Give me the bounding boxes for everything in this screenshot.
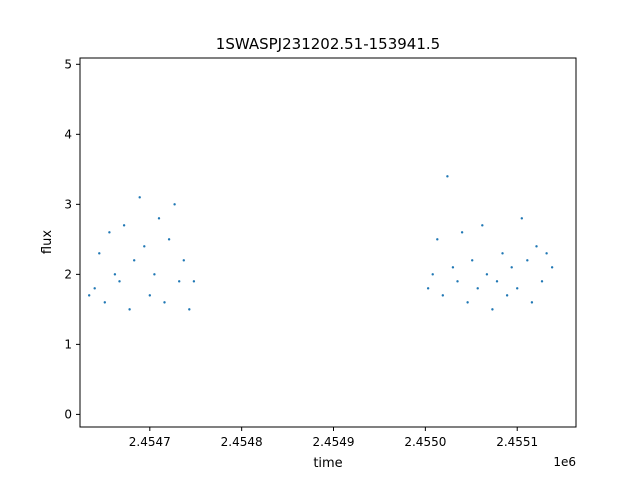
- x-axis-label: time: [313, 456, 342, 471]
- scatter-points: [87, 175, 554, 311]
- data-point: [192, 280, 196, 283]
- data-point: [426, 287, 430, 290]
- chart-title: 1SWASPJ231202.51-153941.5: [216, 35, 440, 53]
- y-tick-label: 5: [64, 57, 72, 71]
- data-point: [485, 273, 489, 276]
- data-point: [446, 175, 449, 178]
- data-point: [530, 301, 534, 304]
- data-point: [550, 266, 554, 269]
- data-point: [118, 280, 121, 283]
- data-point: [501, 252, 504, 255]
- data-point: [167, 238, 171, 241]
- data-point: [436, 238, 439, 241]
- data-point: [122, 224, 126, 227]
- x-tick-label: 2.4549: [313, 435, 355, 449]
- data-point: [540, 280, 544, 283]
- data-point: [495, 280, 499, 283]
- data-point: [87, 294, 91, 297]
- data-point: [456, 280, 459, 283]
- data-point: [178, 280, 181, 283]
- data-point: [182, 259, 185, 262]
- data-point: [153, 273, 156, 276]
- data-point: [535, 245, 538, 248]
- data-point: [163, 301, 166, 304]
- data-point: [103, 301, 107, 304]
- data-point: [460, 231, 464, 234]
- data-point: [173, 203, 176, 206]
- data-point: [451, 266, 455, 269]
- data-point: [98, 252, 101, 255]
- y-tick-label: 4: [64, 127, 72, 141]
- y-axis-ticks: 0 1 2 3 4 5: [64, 57, 80, 421]
- y-tick-label: 2: [64, 267, 72, 281]
- data-point: [188, 308, 191, 311]
- data-point: [516, 287, 519, 290]
- data-point: [491, 308, 494, 311]
- data-point: [520, 217, 524, 220]
- x-tick-label: 2.4550: [404, 435, 446, 449]
- plot-area-frame: [79, 57, 577, 428]
- y-tick-label: 1: [64, 337, 72, 351]
- y-tick-label: 0: [64, 407, 72, 421]
- data-point: [138, 196, 141, 199]
- data-point: [481, 224, 484, 227]
- data-point: [526, 259, 529, 262]
- data-point: [441, 294, 445, 297]
- data-point: [93, 287, 96, 290]
- data-point: [132, 259, 136, 262]
- x-tick-label: 2.4547: [129, 435, 171, 449]
- x-tick-label: 2.4548: [221, 435, 263, 449]
- data-point: [505, 294, 509, 297]
- data-point: [471, 259, 474, 262]
- data-point: [108, 231, 111, 234]
- data-point: [128, 308, 131, 311]
- data-point: [431, 273, 434, 276]
- y-tick-label: 3: [64, 197, 72, 211]
- data-point: [510, 266, 513, 269]
- data-point: [466, 301, 469, 304]
- data-point: [476, 287, 479, 290]
- x-tick-label: 2.4551: [496, 435, 538, 449]
- data-point: [545, 252, 548, 255]
- data-point: [157, 217, 161, 220]
- data-point: [148, 294, 152, 297]
- y-axis-label: flux: [40, 230, 55, 254]
- data-point: [113, 273, 117, 276]
- data-point: [143, 245, 146, 248]
- x-axis-ticks: 2.4547 2.4548 2.4549 2.4550 2.4551: [129, 427, 538, 449]
- x-axis-offset-label: 1e6: [553, 455, 576, 469]
